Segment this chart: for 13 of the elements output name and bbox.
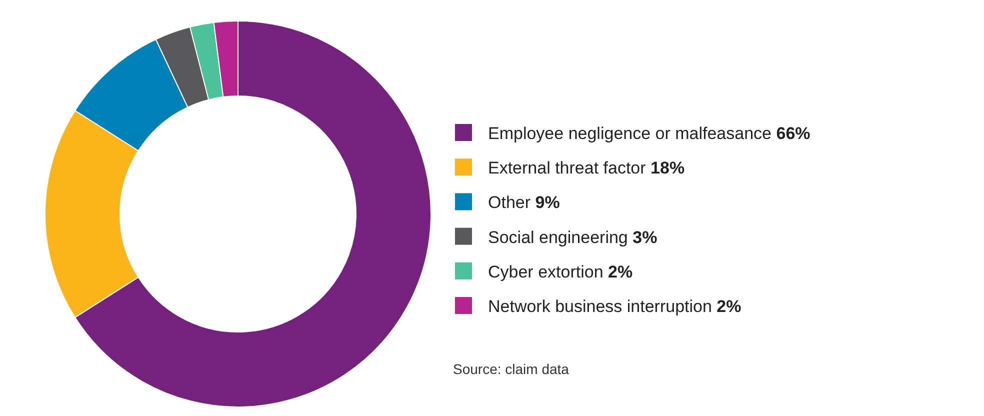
legend-label: External threat factor <box>488 158 651 178</box>
legend-label: Other <box>488 193 536 212</box>
data-label: 18% <box>650 158 685 178</box>
data-label: 66% <box>776 124 810 143</box>
data-label: 3% <box>632 228 658 247</box>
legend-label: Cyber extortion <box>488 262 608 282</box>
data-label: 9% <box>535 193 560 212</box>
legend-label: Network business interruption <box>488 297 717 316</box>
legend-label: Employee negligence or malfeasance <box>488 124 776 143</box>
source-note: Source: claim data <box>453 361 570 377</box>
legend-label: Social engineering <box>488 228 633 247</box>
data-label: 2% <box>608 262 633 282</box>
data-label: 2% <box>716 297 742 316</box>
